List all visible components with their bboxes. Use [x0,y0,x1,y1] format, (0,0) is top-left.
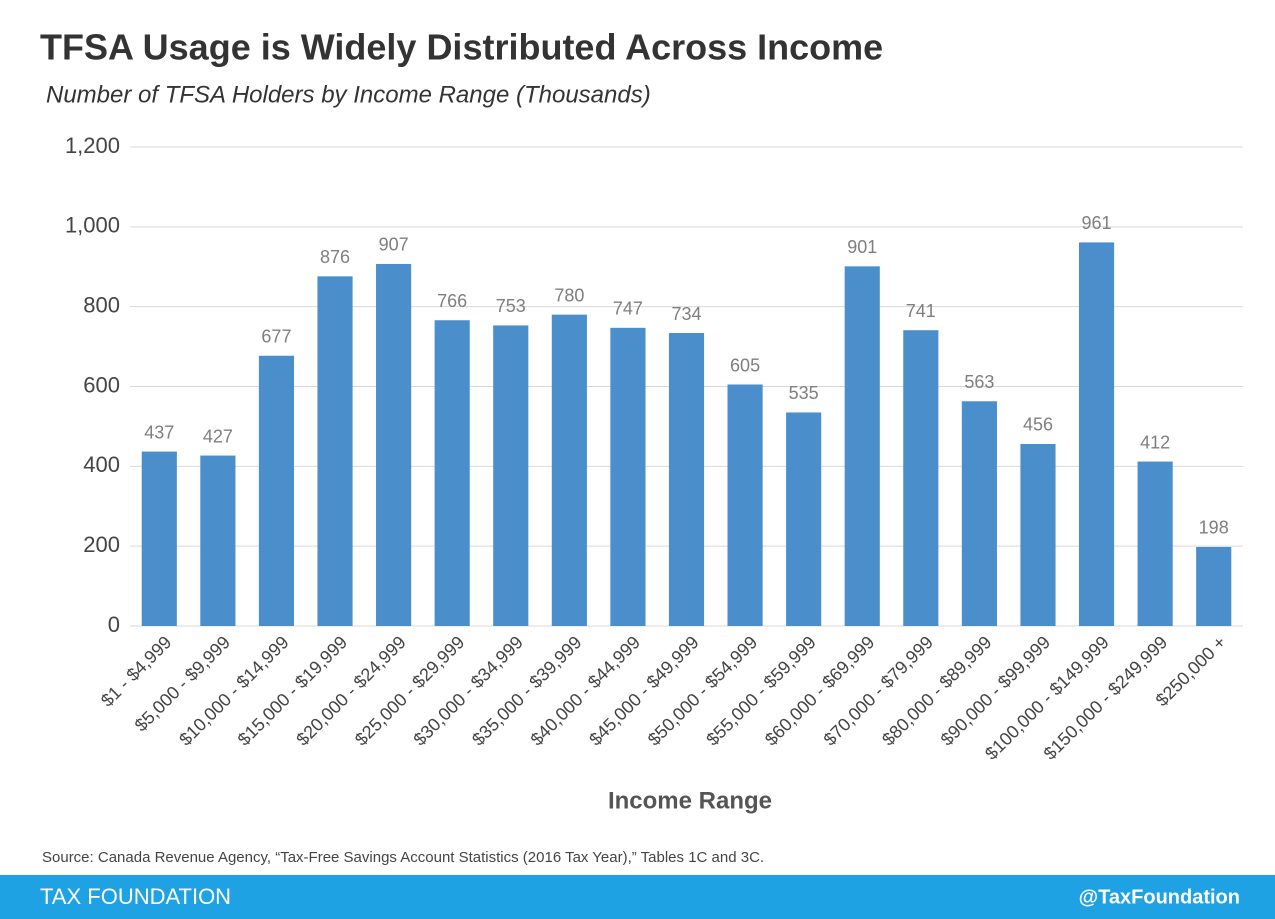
footer-brand: TAX FOUNDATION [40,884,231,909]
bar [493,325,529,626]
value-label: 753 [496,296,526,316]
x-tick-label: $25,000 - $29,999 [351,632,468,749]
value-label: 780 [554,285,584,305]
bar [844,266,880,626]
y-tick-label: 600 [83,372,120,397]
bar [1137,461,1173,626]
x-tick-label: $60,000 - $69,999 [761,632,878,749]
x-tick-label: $55,000 - $59,999 [702,632,819,749]
bar [434,320,470,626]
value-label: 741 [906,301,936,321]
y-tick-label: 0 [108,612,120,637]
value-label: 734 [671,304,701,324]
x-tick-label: $10,000 - $14,999 [175,632,292,749]
value-label: 907 [379,235,409,255]
value-label: 412 [1140,432,1170,452]
bar [1020,443,1056,626]
x-axis-label: Income Range [608,787,772,814]
bar [903,330,939,626]
bar [376,263,412,626]
bar [961,401,997,626]
value-label: 876 [320,247,350,267]
x-tick-label: $50,000 - $54,999 [644,632,761,749]
value-label: 605 [730,355,760,375]
value-label: 456 [1023,415,1053,435]
y-tick-label: 1,200 [65,133,120,158]
bar [1196,546,1232,626]
bar [727,384,763,626]
x-tick-label: $20,000 - $24,999 [292,632,409,749]
bar [786,412,822,626]
x-tick-label: $15,000 - $19,999 [234,632,351,749]
chart-subtitle: Number of TFSA Holders by Income Range (… [46,81,651,108]
x-tick-label: $45,000 - $49,999 [585,632,702,749]
value-label: 747 [613,299,643,319]
value-label: 198 [1199,518,1229,538]
bar [668,333,705,626]
x-tick-label: $90,000 - $99,999 [937,632,1054,749]
x-tick-label: $80,000 - $89,999 [878,632,995,749]
bar [141,451,177,626]
x-tick-label: $40,000 - $44,999 [527,632,644,749]
x-tick-label: $35,000 - $39,999 [468,632,585,749]
value-label: 766 [437,291,467,311]
value-label: 677 [261,327,291,347]
chart-title: TFSA Usage is Widely Distributed Across … [40,27,883,68]
bar [610,327,646,626]
value-label: 427 [203,426,233,446]
x-tick-label: $70,000 - $79,999 [820,632,937,749]
source-note: Source: Canada Revenue Agency, “Tax-Free… [42,849,764,866]
y-tick-label: 200 [83,532,120,557]
value-label: 961 [1082,213,1112,233]
x-tick-label: $30,000 - $34,999 [409,632,526,749]
bar [317,276,353,626]
bar [258,355,295,626]
y-tick-label: 800 [83,292,120,317]
bar [1078,242,1115,627]
value-label: 535 [789,383,819,403]
value-label: 901 [847,237,877,257]
footer-handle: @TaxFoundation [1079,886,1240,908]
footer-bar [0,875,1275,919]
bar [551,314,587,626]
y-tick-label: 1,000 [65,213,120,238]
value-label: 437 [144,422,174,442]
bar [200,455,236,626]
y-tick-label: 400 [83,452,120,477]
value-label: 563 [964,372,994,392]
